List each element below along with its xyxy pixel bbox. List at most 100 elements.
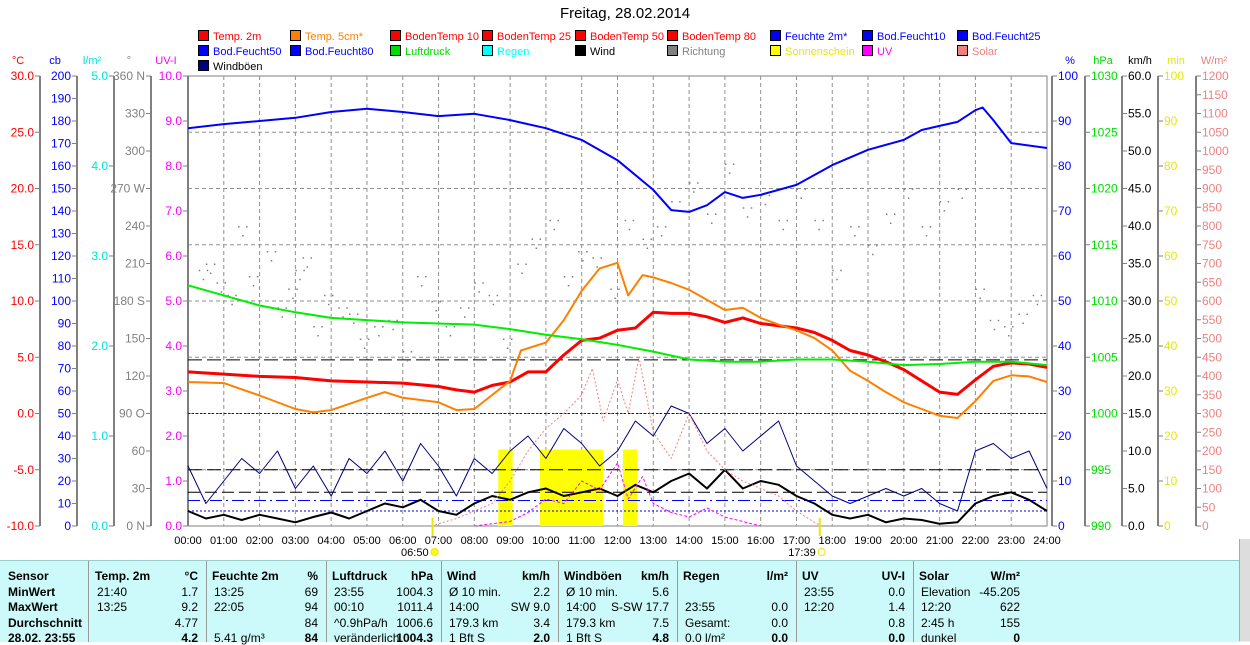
legend-item[interactable]: Bod.Feucht25 (957, 30, 1041, 43)
legend-item[interactable]: Regen (482, 45, 529, 58)
direction-point (822, 219, 824, 222)
cell-label: 22:05 (214, 600, 245, 614)
cell-value: 1004.3 (396, 585, 433, 599)
direction-point (656, 226, 659, 228)
direction-point (425, 276, 427, 278)
legend-item[interactable]: Feuchte 2m* (770, 30, 847, 43)
axis-title-temp: °C (12, 55, 24, 67)
column-unit: W/m² (990, 569, 1020, 583)
axis-tick-label-cb: 160 (51, 159, 71, 173)
direction-point (921, 226, 924, 228)
direction-point (266, 251, 269, 253)
cell-label: 23:55 (685, 600, 716, 614)
legend-item[interactable]: Windböen (198, 60, 263, 73)
direction-point (742, 207, 745, 209)
x-tick-label: 22:00 (962, 535, 990, 547)
legend-item[interactable]: Wind (575, 45, 615, 58)
axis-tick-label-press: 1030 (1091, 69, 1118, 83)
x-tick-label: 00:00 (174, 535, 202, 547)
cell-label: Ø 10 min. (449, 585, 502, 599)
legend-item[interactable]: UV (862, 45, 892, 58)
column-unit: km/h (640, 569, 669, 583)
direction-point (313, 326, 315, 328)
legend-item[interactable]: Luftdruck (390, 45, 450, 58)
legend-item[interactable]: Bod.Feucht50 (198, 45, 282, 58)
x-tick-label: 24:00 (1033, 535, 1061, 547)
axis-tick-label-solar: 900 (1202, 182, 1222, 196)
axis-tick-label-wind: 35.0 (1128, 257, 1152, 271)
legend-item[interactable]: Temp. 2m (198, 30, 261, 43)
legend-item[interactable]: BodenTemp 10 (390, 30, 479, 43)
direction-point (349, 313, 351, 315)
legend-item[interactable]: BodenTemp 80 (667, 30, 756, 43)
direction-point (939, 201, 942, 203)
cell-value: 0.0 (771, 616, 788, 630)
direction-point (889, 222, 892, 224)
direction-point (671, 201, 673, 203)
legend-item[interactable]: Sonnenschein (770, 45, 855, 58)
cell-value: 1004.3 (396, 631, 433, 645)
table-column: Wind km/h Ø 10 min. 2.2 14:00 SW 9.0 179.3 km 3… (441, 561, 559, 645)
legend-item[interactable]: Bod.Feucht80 (290, 45, 374, 58)
axis-tick-label-sun: 60 (1164, 249, 1178, 263)
legend-label: Bod.Feucht10 (877, 31, 946, 43)
table-column: Temp. 2m °C 21:40 1.7 13:25 9.2 4.77 4.2 (89, 561, 207, 645)
direction-point (628, 228, 631, 231)
axis-tick-label-uv: 8.0 (165, 159, 182, 173)
x-tick-label: 02:00 (246, 535, 274, 547)
legend-item[interactable]: Temp. 5cm* (290, 30, 363, 43)
axis-tick-label-dir: 210 (125, 257, 145, 271)
scrollbar[interactable] (1239, 539, 1250, 641)
x-tick-label: 16:00 (747, 535, 775, 547)
direction-point (650, 238, 653, 240)
axis-tick-label-cb: 170 (51, 137, 71, 151)
cell-label: 179.3 km (449, 616, 499, 630)
legend-swatch-icon (290, 45, 301, 56)
axis-title-uv: UV-I (155, 55, 176, 67)
direction-point (567, 285, 570, 287)
row-label: MinWert (8, 585, 56, 599)
direction-point (557, 219, 559, 222)
direction-point (943, 210, 946, 212)
legend-item[interactable]: Bod.Feucht10 (862, 30, 946, 43)
direction-point (746, 216, 749, 218)
legend-swatch-icon (862, 30, 873, 41)
axis-tick-label-uv: 6.0 (165, 249, 182, 263)
direction-point (796, 188, 798, 190)
direction-point (332, 294, 334, 297)
axis-tick-label-hum: 90 (1058, 114, 1072, 128)
direction-point (868, 244, 870, 247)
legend-label: Richtung (682, 46, 726, 58)
sunset-time: 17:39 (788, 547, 816, 559)
direction-point (724, 163, 727, 165)
direction-point (925, 235, 928, 237)
axis-tick-label-solar: 850 (1202, 200, 1222, 214)
row-label: MaxWert (8, 600, 58, 614)
cell-label: 12:20 (804, 600, 835, 614)
column-header: Solar (919, 569, 950, 583)
series-line-temp-5cm- (187, 261, 1048, 419)
direction-point (406, 360, 409, 362)
direction-point (288, 288, 290, 290)
axis-tick-label-sun: 0 (1164, 519, 1171, 533)
axis-tick-label-cb: 20 (58, 474, 72, 488)
axis-tick-label-dir: 0 N (126, 519, 145, 533)
cell-value: SW 9.0 (510, 600, 550, 614)
statistics-table: Sensor MinWert MaxWert Durchschnitt 28.02. 2… (0, 560, 1250, 645)
legend-item[interactable]: BodenTemp 50 (575, 30, 664, 43)
row-label: Durchschnitt (8, 616, 83, 630)
cell-value: S-SW 17.7 (610, 600, 669, 614)
axis-tick-label-press: 990 (1091, 519, 1111, 533)
axis-tick-label-temp: 20.0 (11, 182, 35, 196)
axis-tick-label-rain: 1.0 (91, 429, 108, 443)
cell-label: 5.41 g/m³ (214, 631, 265, 645)
cell-value: 0 (1013, 631, 1020, 645)
series-line-windb-en (187, 405, 1048, 512)
direction-point (270, 260, 273, 262)
legend-item[interactable]: Richtung (667, 45, 725, 58)
direction-point (392, 328, 394, 331)
legend-item[interactable]: Solar (957, 45, 998, 58)
axis-tick-label-sun: 40 (1164, 339, 1178, 353)
legend-label: Sonnenschein (785, 46, 855, 58)
legend-item[interactable]: BodenTemp 25 (482, 30, 571, 43)
